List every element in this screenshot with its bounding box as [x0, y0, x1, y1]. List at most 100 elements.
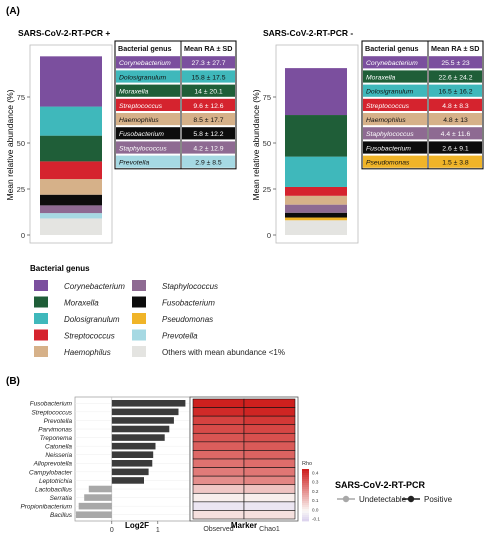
legend-label: Moraxella — [64, 299, 99, 308]
log2f-bar — [111, 442, 156, 450]
legend-swatch-pseudomonas — [132, 313, 146, 324]
column-label: Observed — [203, 526, 233, 533]
bar-segment-others — [285, 220, 347, 235]
x-tick-label: 0 — [110, 527, 114, 534]
category-label: Serratia — [50, 495, 73, 502]
table-genus-cell — [363, 141, 427, 154]
table-value-cell — [182, 70, 235, 83]
table-header: Bacterial genus — [118, 44, 172, 53]
y-tick-label: 0 — [21, 231, 25, 240]
colorbar-step — [302, 507, 309, 510]
colorbar-title: Rho — [302, 461, 312, 467]
table-genus-label: Dolosigranulum — [366, 89, 414, 96]
table-genus-label: Corynebacterium — [119, 60, 171, 67]
log2f-bar — [84, 494, 112, 501]
legend-label: Undetectable — [359, 495, 407, 504]
colorbar-step — [302, 471, 309, 474]
category-label: Propionibacterium — [20, 504, 72, 511]
table-genus-cell — [116, 141, 180, 154]
heatmap-cell — [243, 407, 296, 417]
table-value-label: 27.3 ± 27.7 — [192, 60, 226, 67]
colorbar-step — [302, 515, 309, 518]
table-genus-cell — [363, 113, 427, 126]
table-value-cell — [182, 141, 235, 154]
legend-swatch-haemophilus — [34, 346, 48, 357]
heatmap-cell — [192, 484, 245, 494]
table-genus-cell — [363, 84, 427, 97]
legend-swatch-fusobacterium — [132, 296, 146, 308]
log2f-bar — [75, 511, 112, 518]
legend-sars-status: SARS-CoV-2-RT-PCR Undetectable Positive — [335, 480, 453, 504]
x-axis-label: Log2F — [125, 521, 149, 530]
table-genus-label: Dolosigranulum — [119, 74, 167, 81]
table-genus-label: Moraxella — [366, 74, 396, 81]
colorbar-step — [302, 517, 309, 520]
legend-label: Dolosigranulum — [64, 315, 120, 324]
log2f-bar — [78, 502, 112, 510]
log2f-bar — [111, 451, 154, 458]
table-value-label: 1.5 ± 3.8 — [442, 160, 469, 167]
table-genus-cell — [116, 98, 180, 111]
table-header: Bacterial genus — [365, 44, 419, 53]
log2f-bar — [111, 400, 186, 407]
table-value-cell — [182, 56, 235, 69]
y-axis-label: Mean relative abundance (%) — [5, 89, 15, 200]
legend-swatch-prevotella — [132, 329, 146, 341]
y-tick-label: 75 — [263, 93, 271, 102]
heatmap-cell — [192, 398, 245, 408]
log2f-bar — [111, 434, 165, 441]
table-value-cell — [182, 155, 235, 168]
y-tick-label: 50 — [263, 139, 271, 148]
table-genus-label: Haemophilus — [366, 117, 406, 124]
table-value-cell — [429, 98, 482, 111]
colorbar-step — [302, 481, 309, 484]
category-label: Treponema — [40, 435, 73, 442]
heatmap-cell — [243, 424, 296, 434]
y-axis-label: Mean relative abundance (%) — [251, 89, 261, 200]
heatmap-cell — [192, 501, 245, 511]
chart-a-left: SARS-CoV-2-RT-PCR + Mean relative abunda… — [5, 28, 237, 244]
colorbar-tick-label: 0.4 — [312, 471, 319, 476]
bar-segment-moraxella — [40, 135, 102, 162]
table-value-cell — [429, 56, 482, 69]
colorbar-step — [302, 505, 309, 508]
table-value-label: 9.6 ± 12.6 — [193, 103, 223, 110]
colorbar-step — [302, 473, 309, 476]
category-label: Parvimonas — [38, 426, 73, 433]
chart-a-right: SARS-CoV-2-RT-PCR - Mean relative abunda… — [251, 28, 484, 244]
heatmap-cell — [243, 398, 296, 408]
bar-segment-staphylococcus — [40, 205, 102, 214]
colorbar-step — [302, 491, 309, 494]
heatmap-cell — [192, 450, 245, 460]
legend-items: Corynebacterium Staphylococcus Moraxella Fu… — [34, 280, 285, 357]
table-genus-label: Staphylococcus — [366, 131, 414, 138]
table-genus-cell — [363, 127, 427, 140]
colorbar-step — [302, 489, 309, 492]
legend-label: Positive — [424, 495, 453, 504]
abundance-table: Bacterial genus Mean RA ± SD Corynebacteri… — [114, 40, 237, 170]
table-value-cell — [429, 141, 482, 154]
table-value-cell — [182, 84, 235, 97]
legend-label: Corynebacterium — [64, 282, 125, 291]
table-value-label: 5.8 ± 12.2 — [193, 131, 223, 138]
legend-title: SARS-CoV-2-RT-PCR — [335, 480, 426, 490]
colorbar-step — [302, 497, 309, 500]
y-tick-label: 50 — [17, 139, 25, 148]
heatmap-cell — [192, 458, 245, 468]
table-value-label: 4.8 ± 8.3 — [442, 103, 469, 110]
legend-label: Fusobacterium — [162, 299, 215, 308]
log2f-bar — [111, 408, 179, 416]
table-genus-label: Corynebacterium — [366, 60, 418, 67]
heatmap-cell — [243, 484, 296, 494]
colorbar-step — [302, 495, 309, 498]
table-header: Mean RA ± SD — [431, 44, 479, 53]
heatmap-cell — [243, 415, 296, 426]
table-header: Mean RA ± SD — [184, 44, 232, 53]
table-value-label: 22.6 ± 24.2 — [439, 74, 473, 81]
colorbar-step — [302, 499, 309, 502]
category-label: Leptotrichia — [39, 478, 72, 485]
category-label: Alloprevotella — [33, 461, 73, 468]
heatmap-cell — [243, 501, 296, 511]
heatmap-cell — [192, 475, 245, 486]
category-label: Fusobacterium — [30, 401, 73, 408]
